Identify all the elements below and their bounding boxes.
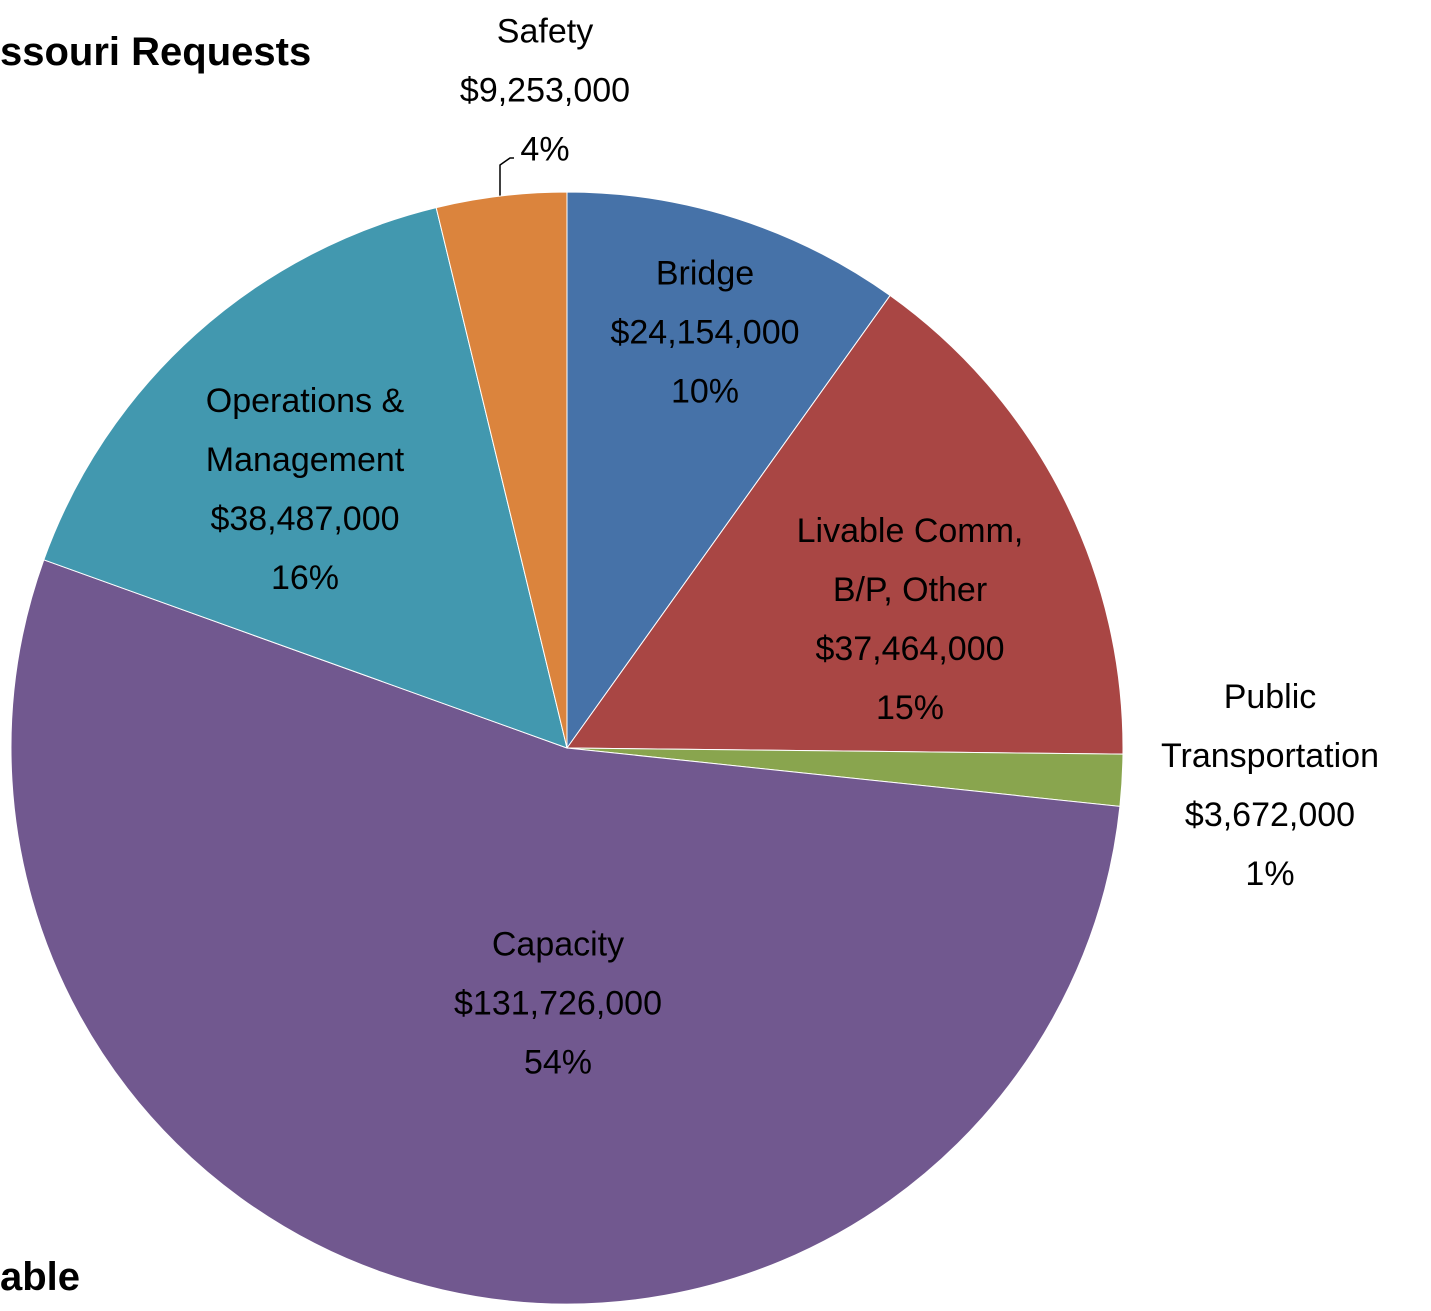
slice-label: Bridge $24,154,000 10%	[610, 245, 799, 422]
pie-slice	[43, 207, 568, 749]
pie-slice	[435, 191, 568, 749]
slice-name: Bridge	[655, 254, 755, 293]
slice-value: $9,253,000	[459, 71, 631, 110]
slice-value: $37,464,000	[815, 630, 1005, 668]
slice-name: Livable Comm, B/P, Other	[796, 512, 1024, 609]
leader-line	[499, 157, 514, 196]
slice-name: Safety	[496, 12, 594, 51]
slice-name: Capacity	[491, 925, 625, 964]
slice-percent: 4%	[520, 130, 570, 169]
pie-slice	[10, 559, 1121, 1305]
pie-slice	[566, 294, 1124, 755]
slice-label: Operations & Management $38,487,000 16%	[206, 372, 404, 608]
slice-percent: 10%	[670, 372, 740, 411]
slice-label: Capacity $131,726,000 54%	[454, 916, 662, 1093]
slice-value: $3,672,000	[1184, 796, 1356, 834]
slice-name: Operations & Management	[205, 382, 405, 479]
slice-value: $38,487,000	[210, 500, 400, 538]
chart-footer: able	[0, 1255, 81, 1299]
slice-percent: 54%	[523, 1043, 593, 1082]
slice-label: Public Transportation $3,672,000 1%	[1161, 668, 1379, 904]
slice-percent: 1%	[1245, 855, 1295, 893]
slice-value: $131,726,000	[454, 984, 662, 1023]
slice-percent: 16%	[270, 559, 340, 597]
slice-label: Livable Comm, B/P, Other $37,464,000 15%	[797, 502, 1024, 738]
slice-label: Safety $9,253,000 4%	[460, 3, 630, 180]
chart-title: ssouri Requests	[0, 30, 312, 74]
pie-slice	[566, 191, 891, 750]
slice-name: Public Transportation	[1161, 678, 1379, 775]
slice-percent: 15%	[875, 689, 945, 727]
slice-value: $24,154,000	[610, 313, 800, 352]
